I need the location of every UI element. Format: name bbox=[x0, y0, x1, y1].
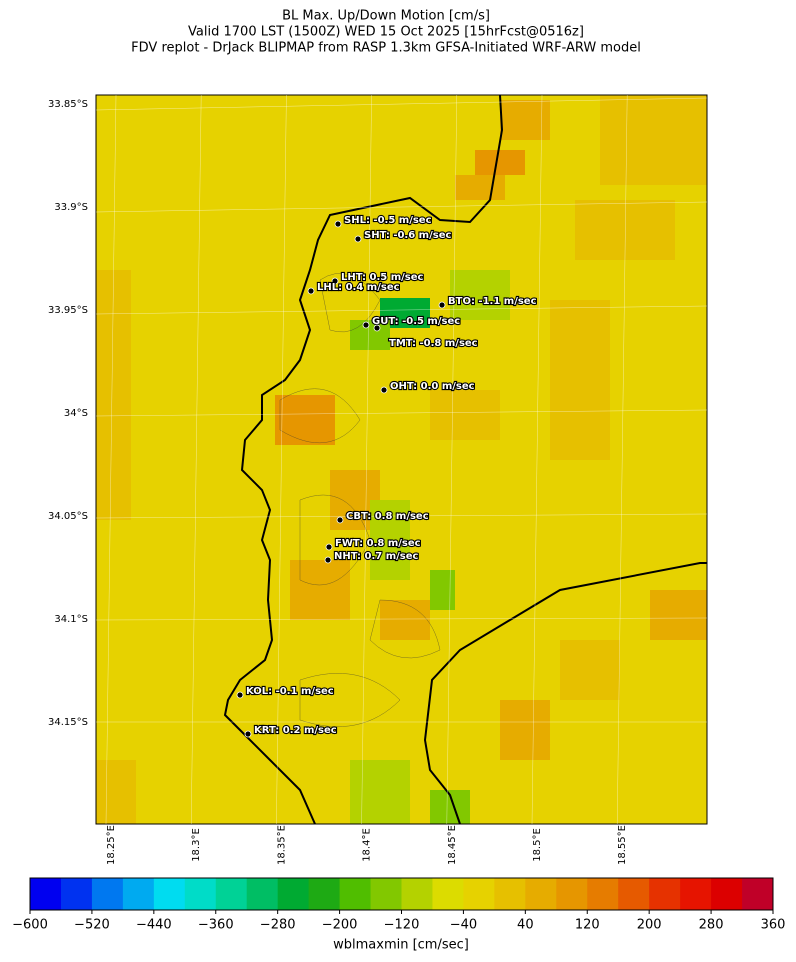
title-line: BL Max. Up/Down Motion [cm/s] bbox=[282, 9, 490, 24]
colorbar-tick-label: −600 bbox=[12, 918, 48, 933]
station-dot bbox=[336, 516, 344, 524]
colorbar-swatch bbox=[556, 878, 588, 910]
lon-tick-label: 18.55°E bbox=[617, 825, 628, 865]
station-label: OHT: 0.0 m/sec bbox=[390, 381, 475, 392]
colorbar-tick-label: 360 bbox=[761, 918, 786, 933]
colorbar-swatch bbox=[494, 878, 526, 910]
station-label: BTO: -1.1 m/sec bbox=[448, 296, 537, 307]
lon-grid-line bbox=[105, 94, 117, 825]
terrain-contours bbox=[279, 273, 441, 727]
lon-tick-label: 18.4°E bbox=[362, 828, 373, 862]
colorbar-swatch bbox=[60, 878, 93, 910]
station-label: LHT: 0.5 m/sec bbox=[341, 272, 423, 283]
lat-grid-line bbox=[95, 513, 708, 519]
colorbar-tick-label: 200 bbox=[637, 918, 662, 933]
lat-tick-label: 34.15°S bbox=[48, 717, 88, 728]
lon-grid-line bbox=[446, 94, 458, 825]
colorbar-tick-label: 280 bbox=[699, 918, 724, 933]
colorbar-swatch bbox=[30, 878, 62, 910]
lon-grid-line bbox=[531, 94, 543, 825]
colorbar-swatch bbox=[711, 878, 743, 910]
colorbar-tick-label: 40 bbox=[517, 918, 534, 933]
lat-tick-label: 33.95°S bbox=[48, 305, 88, 316]
lon-tick-label: 18.3°E bbox=[191, 828, 202, 862]
station-label: FWT: 0.8 m/sec bbox=[335, 538, 421, 549]
lon-tick-label: 18.25°E bbox=[106, 825, 117, 865]
station-dot bbox=[438, 301, 446, 309]
colorbar-swatch bbox=[370, 878, 402, 910]
lon-grid-line bbox=[276, 94, 287, 825]
title-line: Valid 1700 LST (1500Z) WED 15 Oct 2025 [… bbox=[188, 25, 584, 40]
station-label: KRT: 0.2 m/sec bbox=[254, 725, 337, 736]
lon-tick-label: 18.45°E bbox=[447, 825, 458, 865]
colorbar-swatch bbox=[401, 878, 433, 910]
colorbar-swatch bbox=[153, 878, 186, 910]
station-label: GUT: -0.5 m/sec bbox=[372, 316, 460, 327]
station-label: CBT: 0.8 m/sec bbox=[346, 511, 429, 522]
colorbar-swatch bbox=[742, 878, 774, 910]
station-dot bbox=[362, 321, 370, 329]
lat-tick-label: 34°S bbox=[64, 408, 88, 419]
lat-tick-label: 33.85°S bbox=[48, 99, 88, 110]
station-label: NHT: 0.7 m/sec bbox=[334, 551, 418, 562]
colorbar-swatch bbox=[184, 878, 217, 910]
colorbar-swatch bbox=[618, 878, 650, 910]
lon-grid-line bbox=[361, 94, 372, 825]
colorbar-swatch bbox=[587, 878, 619, 910]
coastline bbox=[223, 94, 707, 825]
colorbar-tick-label: −280 bbox=[260, 918, 296, 933]
station-dot bbox=[324, 556, 332, 564]
colorbar-swatch bbox=[649, 878, 681, 910]
colorbar-swatch bbox=[215, 878, 248, 910]
colorbar-tick-label: −440 bbox=[136, 918, 172, 933]
station-label: SHT: -0.6 m/sec bbox=[364, 230, 451, 241]
colorbar-swatch bbox=[525, 878, 557, 910]
lon-tick-label: 18.5°E bbox=[532, 828, 543, 862]
colorbar-tick-label: 120 bbox=[575, 918, 600, 933]
station-dot bbox=[331, 277, 339, 285]
station-dot bbox=[380, 386, 388, 394]
station-dot bbox=[244, 730, 252, 738]
lon-tick-label: 18.35°E bbox=[276, 825, 287, 865]
station-dot bbox=[354, 235, 362, 243]
station-dot bbox=[236, 691, 244, 699]
colorbar-tick-label: −200 bbox=[322, 918, 358, 933]
station-dot bbox=[373, 324, 381, 332]
colorbar-tick-label: −120 bbox=[384, 918, 420, 933]
lat-tick-label: 33.9°S bbox=[54, 202, 88, 213]
colorbar-swatch bbox=[246, 878, 279, 910]
lat-tick-label: 34.05°S bbox=[48, 511, 88, 522]
lat-grid-line bbox=[95, 409, 708, 417]
colorbar-swatch bbox=[463, 878, 495, 910]
colorbar-swatch bbox=[91, 878, 124, 910]
colorbar-swatch bbox=[680, 878, 712, 910]
map-frame bbox=[95, 94, 708, 825]
colorbar-tick-label: −40 bbox=[450, 918, 477, 933]
lat-grid-line bbox=[95, 201, 708, 213]
lat-grid-line bbox=[95, 617, 708, 621]
colorbar-swatch bbox=[277, 878, 310, 910]
colorbar-tick-label: −360 bbox=[198, 918, 234, 933]
colorbar-tick-label: −520 bbox=[74, 918, 110, 933]
colorbar-swatch bbox=[339, 878, 372, 910]
map-raster bbox=[96, 95, 707, 824]
lat-grid-line bbox=[95, 97, 708, 111]
colorbar-swatch bbox=[432, 878, 464, 910]
colorbar-swatch bbox=[122, 878, 155, 910]
station-dot bbox=[334, 220, 342, 228]
title-line: FDV replot - DrJack BLIPMAP from RASP 1.… bbox=[131, 41, 641, 56]
lat-tick-label: 34.1°S bbox=[54, 614, 88, 625]
colorbar-label: wblmaxmin [cm/sec] bbox=[333, 938, 469, 953]
station-label: LHL: 0.4 m/sec bbox=[317, 282, 400, 293]
station-label: TMT: -0.8 m/sec bbox=[389, 338, 478, 349]
colorbar-swatch bbox=[308, 878, 341, 910]
station-label: SHL: -0.5 m/sec bbox=[344, 215, 432, 226]
lon-grid-line bbox=[190, 94, 202, 825]
lat-grid-line bbox=[95, 305, 708, 315]
station-label: KOL: -0.1 m/sec bbox=[246, 686, 334, 697]
station-dot bbox=[307, 287, 315, 295]
lon-grid-line bbox=[616, 94, 628, 825]
station-dot bbox=[325, 543, 333, 551]
